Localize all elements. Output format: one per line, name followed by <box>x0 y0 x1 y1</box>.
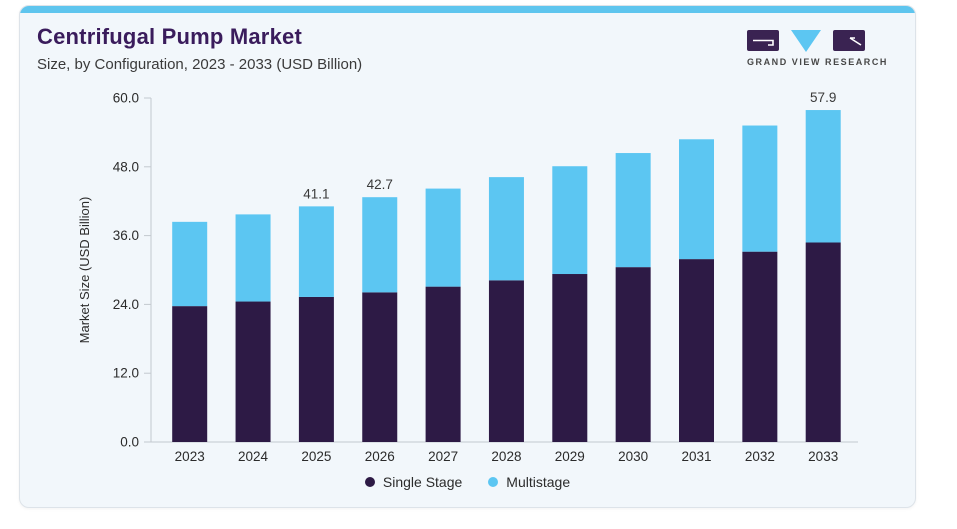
logo-r-icon <box>833 30 865 51</box>
x-tick-label-2031: 2031 <box>681 449 711 464</box>
bar-multistage-2024 <box>235 214 271 302</box>
bar-single-stage-2032 <box>742 251 778 442</box>
bar-multistage-2032 <box>742 125 778 252</box>
grand-view-research-logo: GRAND VIEW RESEARCH <box>747 30 888 67</box>
x-tick-label-2023: 2023 <box>175 449 205 464</box>
bar-single-stage-2024 <box>235 301 271 442</box>
bar-multistage-2031 <box>679 139 714 260</box>
y-tick-label: 36.0 <box>113 228 139 243</box>
x-tick-label-2024: 2024 <box>238 449 269 464</box>
bar-total-label-2033: 57.9 <box>810 91 836 105</box>
y-axis-title: Market Size (USD Billion) <box>77 197 92 344</box>
card-top-accent-bar <box>20 6 915 13</box>
legend-item-multistage: Multistage <box>488 474 570 490</box>
bar-multistage-2023 <box>172 221 208 307</box>
y-tick-label: 0.0 <box>120 435 139 450</box>
multistage-dot-icon <box>488 477 499 487</box>
bar-single-stage-2023 <box>172 306 208 442</box>
bar-total-label-2026: 42.7 <box>367 177 393 192</box>
bar-single-stage-2029 <box>552 274 588 442</box>
logo-g-icon <box>747 30 779 51</box>
x-tick-label-2028: 2028 <box>491 449 521 464</box>
bar-multistage-2028 <box>488 177 524 281</box>
bar-single-stage-2027 <box>425 286 461 442</box>
bar-multistage-2027 <box>425 188 461 287</box>
x-tick-label-2026: 2026 <box>365 449 395 464</box>
y-tick-label: 24.0 <box>113 297 139 312</box>
legend-item-single-stage: Single Stage <box>364 474 463 490</box>
bar-single-stage-2028 <box>488 280 524 442</box>
logo-wordmark: GRAND VIEW RESEARCH <box>747 57 888 67</box>
bar-single-stage-2031 <box>679 259 714 442</box>
x-tick-label-2033: 2033 <box>808 449 838 464</box>
chart-card: Centrifugal Pump Market Size, by Configu… <box>19 5 916 508</box>
single-stage-dot-icon <box>364 477 375 487</box>
y-tick-label: 60.0 <box>113 91 139 106</box>
bar-total-label-2025: 41.1 <box>303 186 329 201</box>
bar-multistage-2025 <box>298 206 334 297</box>
bar-multistage-2033 <box>805 110 841 243</box>
legend-label-multistage: Multistage <box>506 474 571 490</box>
chart-header: Centrifugal Pump Market Size, by Configu… <box>37 24 362 73</box>
chart-area: 0.0 12.0 24.0 36.0 48.0 60.0 Market Size (USD … <box>20 90 915 471</box>
x-tick-label-2030: 2030 <box>618 449 648 464</box>
y-tick-label: 48.0 <box>113 159 139 174</box>
bar-multistage-2026 <box>362 197 398 293</box>
x-tick-label-2029: 2029 <box>555 449 585 464</box>
x-tick-label-2032: 2032 <box>745 449 775 464</box>
bar-single-stage-2030 <box>615 267 651 442</box>
x-tick-label-2025: 2025 <box>301 449 331 464</box>
bar-single-stage-2033 <box>805 242 841 442</box>
bar-single-stage-2026 <box>362 292 398 442</box>
bar-single-stage-2025 <box>298 296 334 442</box>
y-tick-label: 12.0 <box>113 366 139 381</box>
page-subtitle: Size, by Configuration, 2023 - 2033 (USD… <box>37 56 363 73</box>
logo-v-icon <box>791 30 821 52</box>
page-title: Centrifugal Pump Market <box>37 24 302 49</box>
x-tick-label-2027: 2027 <box>428 449 458 464</box>
chart-svg: 0.0 12.0 24.0 36.0 48.0 60.0 Market Size (USD … <box>77 90 858 464</box>
logo-glyphs <box>747 30 865 52</box>
bar-multistage-2030 <box>615 153 651 268</box>
bar-multistage-2029 <box>552 166 588 275</box>
legend-label-single-stage: Single Stage <box>382 474 463 490</box>
chart-legend: Single Stage Multistage <box>20 474 915 490</box>
